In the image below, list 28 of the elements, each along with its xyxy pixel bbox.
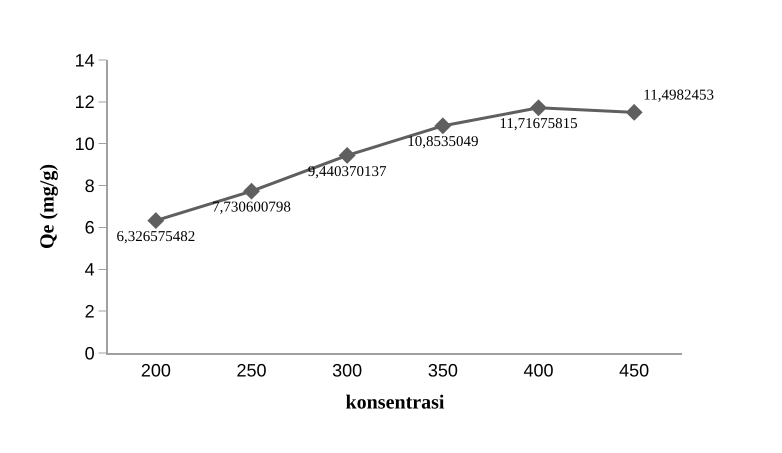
x-tick-label: 450 — [619, 360, 650, 380]
data-label: 11,71675815 — [499, 116, 578, 132]
data-label: 9,440370137 — [308, 164, 388, 180]
point — [626, 104, 643, 121]
y-tick-label: 10 — [74, 134, 95, 154]
data-label: 10,8535049 — [407, 134, 478, 150]
x-tick-label: 250 — [236, 360, 267, 380]
y-tick-label: 12 — [74, 92, 95, 112]
y-tick-label: 2 — [84, 301, 95, 322]
point — [530, 99, 547, 116]
point — [243, 182, 260, 200]
y-tick-label: 14 — [74, 50, 95, 70]
y-tick-label: 8 — [84, 176, 95, 196]
data-label: 11,4982453 — [643, 87, 714, 104]
y-axis-title: Qe (mg/g) — [36, 164, 59, 249]
x-tick-label: 400 — [523, 360, 554, 380]
y-tick-label: 4 — [84, 260, 95, 280]
data-label: 7,730600798 — [212, 200, 291, 216]
point — [338, 146, 356, 164]
x-tick-label: 350 — [428, 360, 458, 380]
x-tick-label: 300 — [332, 360, 362, 380]
point — [147, 212, 164, 230]
x-axis-title: konsentrasi — [346, 391, 445, 414]
y-tick-label: 0 — [84, 343, 95, 364]
x-tick-label: 200 — [140, 360, 171, 380]
point — [434, 117, 452, 134]
y-tick-label: 6 — [84, 218, 95, 238]
data-label: 6,326575482 — [116, 228, 196, 245]
